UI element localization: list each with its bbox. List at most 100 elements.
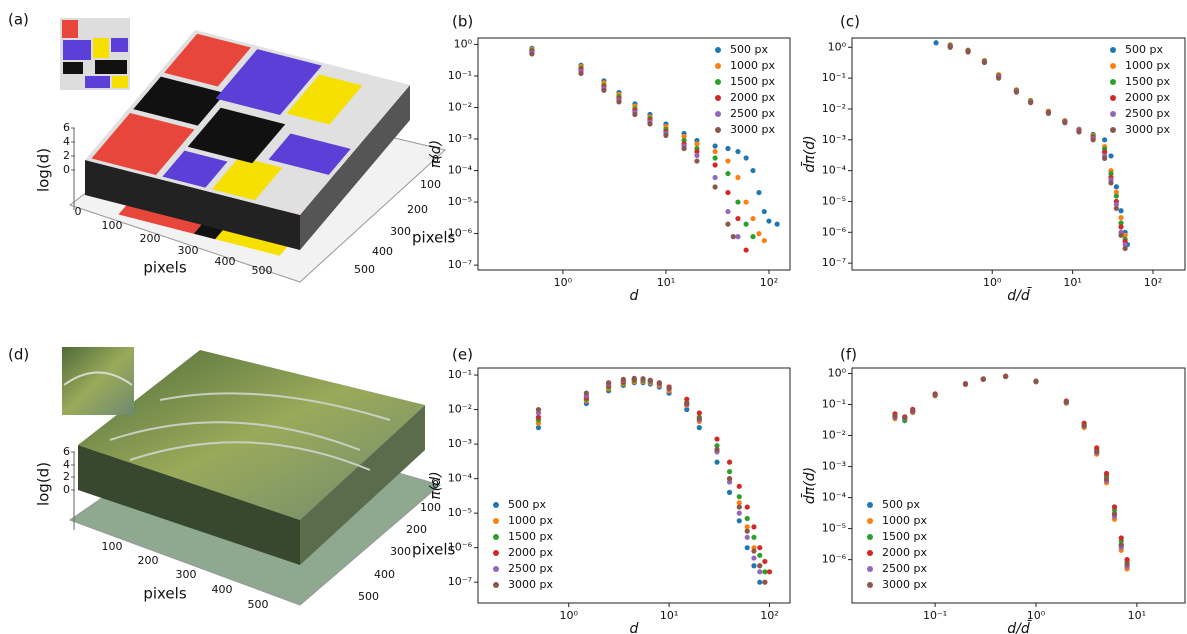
data-point	[712, 149, 717, 154]
y-tick-label: 10⁻⁵	[448, 506, 472, 519]
legend-marker	[1110, 95, 1116, 101]
data-point	[745, 504, 750, 509]
x-tick-label: 0	[75, 205, 82, 218]
data-point	[910, 408, 915, 413]
data-point	[663, 133, 668, 138]
data-point	[1108, 153, 1113, 158]
data-point	[694, 141, 699, 146]
data-point	[536, 407, 541, 412]
legend-label: 500 px	[508, 498, 546, 511]
legend-label: 1500 px	[882, 530, 927, 543]
legend-marker	[867, 550, 873, 556]
panel-label: (c)	[840, 13, 860, 31]
data-point	[750, 216, 755, 221]
legend-label: 1000 px	[508, 514, 553, 527]
data-point	[762, 559, 767, 564]
z-tick-label: 4	[63, 135, 70, 148]
data-point	[1118, 215, 1123, 220]
y-tick-label: 10⁻¹	[448, 69, 472, 82]
y-tick-label: 10⁰	[828, 40, 847, 53]
data-point	[731, 234, 736, 239]
y-tick-label: 10⁻⁶	[822, 553, 847, 566]
y-tick-label: 400	[374, 568, 395, 581]
data-point	[584, 391, 589, 396]
y-tick-label: 10⁻¹	[448, 368, 472, 381]
x-tick-label: 200	[140, 232, 161, 245]
y-tick-label: 10⁻⁶	[448, 227, 473, 240]
x-tick-label: 10⁰	[559, 609, 578, 622]
data-point	[1124, 562, 1129, 567]
legend-marker	[1110, 79, 1116, 85]
y-tick-label: 300	[390, 545, 411, 558]
x-axis-label: d	[630, 621, 639, 634]
data-point	[1091, 137, 1096, 142]
y-tick-label: 10⁻⁷	[448, 258, 472, 271]
data-point	[1003, 374, 1008, 379]
legend-marker	[715, 127, 721, 133]
data-point	[762, 238, 767, 243]
data-point	[735, 149, 740, 154]
legend-marker	[715, 63, 721, 69]
legend-marker	[867, 582, 873, 588]
y-tick-label: 10⁻⁴	[822, 491, 847, 504]
data-point	[640, 376, 645, 381]
panel-label: (b)	[452, 13, 473, 31]
legend-label: 2000 px	[508, 546, 553, 559]
legend-label: 3000 px	[1125, 123, 1170, 136]
data-point	[1124, 557, 1129, 562]
y-tick-label: 10⁰	[454, 37, 473, 50]
x-axis-label: pixels	[143, 259, 187, 277]
z-tick-label: 0	[63, 163, 70, 176]
data-point	[745, 529, 750, 534]
data-point	[933, 392, 938, 397]
data-point	[601, 88, 606, 93]
y-tick-label: 100	[420, 178, 441, 191]
legend-label: 500 px	[1125, 43, 1163, 56]
data-point	[1014, 90, 1019, 95]
data-point	[1118, 224, 1123, 229]
data-point	[529, 51, 534, 56]
y-tick-label: 10⁻³	[822, 133, 846, 146]
y-tick-label: 400	[372, 245, 393, 258]
legend-marker	[493, 518, 499, 524]
data-point	[735, 216, 740, 221]
data-point	[1062, 120, 1067, 125]
data-point	[737, 504, 742, 509]
x-tick-label: 500	[252, 264, 273, 277]
data-point	[751, 563, 756, 568]
data-point	[1028, 100, 1033, 105]
y-tick-label: 10⁻⁵	[822, 522, 846, 535]
panel-a-art	[60, 18, 445, 282]
data-point	[756, 190, 761, 195]
panel-label: (e)	[452, 346, 473, 364]
legend-label: 2500 px	[730, 107, 775, 120]
x-tick-label: 10¹	[660, 609, 678, 622]
data-point	[1064, 399, 1069, 404]
plot-frame	[478, 38, 790, 270]
data-point	[1076, 129, 1081, 134]
y-tick-label: 10⁻³	[448, 132, 472, 145]
data-point	[1033, 379, 1038, 384]
data-point	[751, 548, 756, 553]
data-point	[714, 447, 719, 452]
data-point	[902, 415, 907, 420]
legend-marker	[867, 518, 873, 524]
data-point	[697, 416, 702, 421]
legend-label: 500 px	[882, 498, 920, 511]
x-tick-label: 400	[215, 255, 236, 268]
data-point	[744, 155, 749, 160]
z-tick-label: 0	[63, 483, 70, 496]
y-axis-label: d̄π(d)	[800, 467, 818, 504]
data-point	[1102, 156, 1107, 161]
data-point	[745, 545, 750, 550]
legend-marker	[493, 566, 499, 572]
data-point	[681, 146, 686, 151]
data-point	[948, 45, 953, 50]
z-tick-label: 2	[63, 149, 70, 162]
data-point	[751, 524, 756, 529]
data-point	[963, 381, 968, 386]
data-point	[762, 580, 767, 585]
z-tick-label: 6	[63, 445, 70, 458]
data-point	[751, 555, 756, 560]
y-tick-label: 10⁻³	[448, 437, 472, 450]
